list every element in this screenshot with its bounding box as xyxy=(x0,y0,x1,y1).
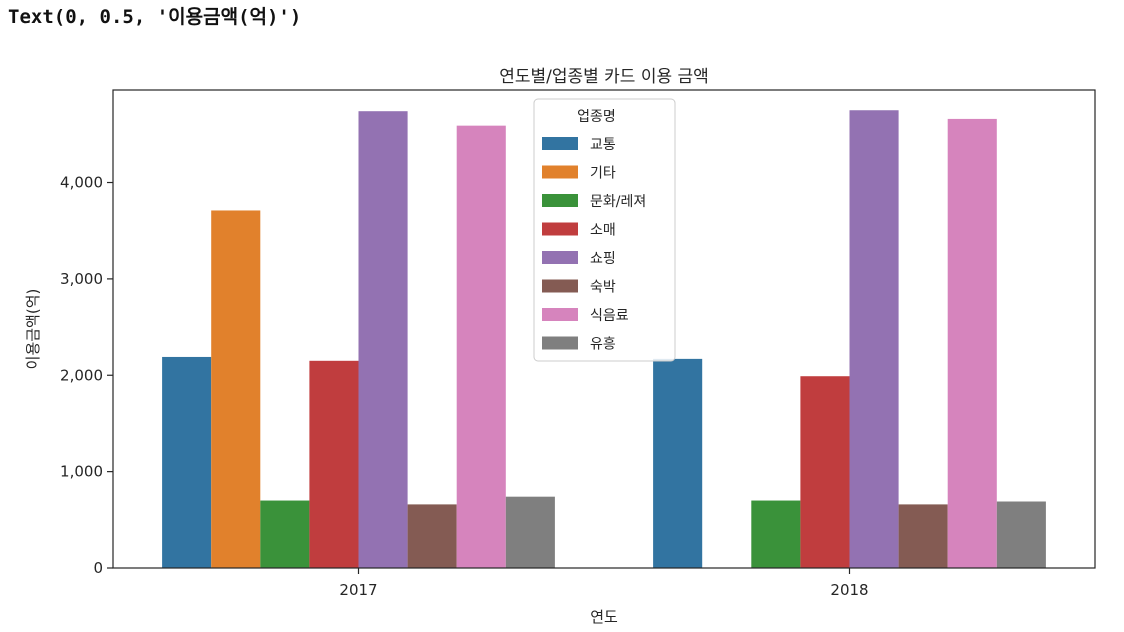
legend-swatch xyxy=(542,336,578,350)
legend-title: 업종명 xyxy=(577,109,616,125)
bar xyxy=(407,504,457,568)
bar xyxy=(505,496,555,568)
legend-swatch xyxy=(542,251,578,264)
bar xyxy=(947,118,997,569)
x-tick-label: 2018 xyxy=(830,581,868,599)
bar xyxy=(358,111,408,569)
bar xyxy=(996,501,1046,568)
legend-entry: 쇼핑 xyxy=(590,251,616,267)
y-tick-label: 2,000 xyxy=(60,366,103,384)
bar xyxy=(162,356,212,568)
bar xyxy=(849,110,899,568)
bar xyxy=(653,358,703,568)
legend-swatch xyxy=(542,165,578,179)
cell-output-text: Text(0, 0.5, '이용금액(억)') xyxy=(8,6,302,28)
y-tick-label: 3,000 xyxy=(60,270,103,288)
y-axis-label: 이용금액(억) xyxy=(24,289,42,370)
plot-frame xyxy=(112,89,1096,569)
chart-title: 연도별/업종별 카드 이용 금액 xyxy=(499,67,709,87)
legend-swatch xyxy=(542,222,578,236)
legend-entry: 기타 xyxy=(590,166,616,182)
legend-swatch xyxy=(542,194,578,207)
bar xyxy=(898,504,948,568)
legend-box xyxy=(533,98,676,362)
legend-entry: 교통 xyxy=(590,137,616,153)
bar xyxy=(800,376,850,568)
y-tick-label: 4,000 xyxy=(60,174,103,192)
x-axis: 2017 2018 xyxy=(339,568,869,599)
legend-swatch xyxy=(542,137,578,150)
y-tick-label: 0 xyxy=(93,559,103,577)
bar xyxy=(456,125,506,568)
bars-group xyxy=(162,110,1046,569)
y-axis: 0 1,000 2,000 3,000 4,000 xyxy=(60,174,113,577)
legend-swatch xyxy=(542,279,578,293)
bar xyxy=(751,500,801,568)
bar xyxy=(260,500,310,568)
legend-entry: 식음료 xyxy=(590,308,629,324)
legend-entry: 소매 xyxy=(590,223,616,239)
bar xyxy=(309,360,359,568)
legend-swatch xyxy=(542,308,578,321)
x-tick-label: 2017 xyxy=(339,581,377,599)
legend-entry: 유흥 xyxy=(590,337,616,353)
legend-entry: 숙박 xyxy=(590,280,616,296)
y-tick-label: 1,000 xyxy=(60,463,103,481)
legend-entry: 문화/레져 xyxy=(590,194,646,210)
x-axis-label: 연도 xyxy=(590,608,618,626)
bar xyxy=(211,210,261,568)
